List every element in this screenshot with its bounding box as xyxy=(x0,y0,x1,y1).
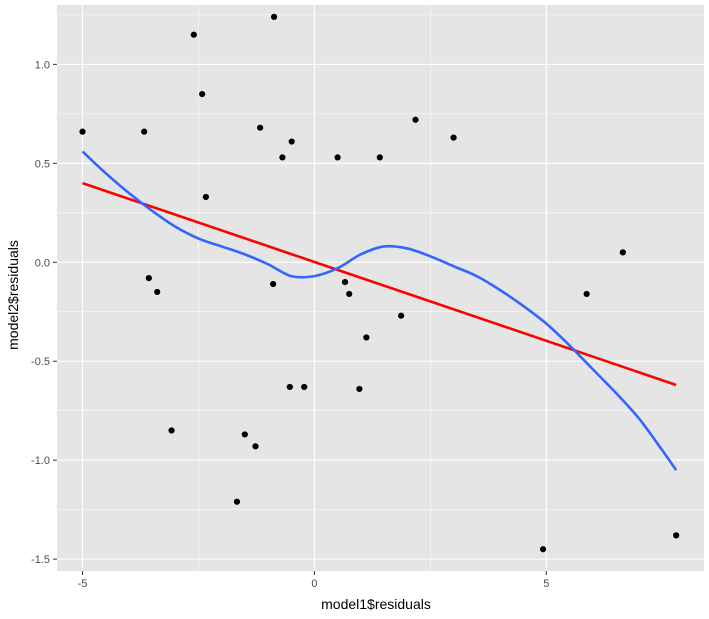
data-point xyxy=(252,443,259,450)
y-tick-label: -0.5 xyxy=(31,356,50,368)
y-tick-label: -1.0 xyxy=(31,455,50,467)
data-point xyxy=(619,249,626,256)
data-point xyxy=(398,312,405,319)
data-point xyxy=(241,431,248,438)
data-point xyxy=(288,138,295,145)
data-point xyxy=(257,124,264,131)
data-point xyxy=(673,532,680,539)
data-point xyxy=(301,383,308,391)
x-tick-label: 0 xyxy=(311,578,317,590)
y-tick-label: 0.0 xyxy=(35,257,50,269)
data-point xyxy=(154,288,161,296)
data-point xyxy=(450,134,457,141)
x-axis-title: model1$residuals xyxy=(321,596,431,612)
data-point xyxy=(583,290,590,298)
data-point xyxy=(233,498,241,505)
data-point xyxy=(270,13,278,20)
minor-gridlines xyxy=(57,5,704,571)
y-tick-label: -1.5 xyxy=(31,554,50,566)
data-points xyxy=(79,13,680,553)
data-point xyxy=(334,154,341,161)
data-point xyxy=(412,116,419,123)
data-point xyxy=(279,154,286,161)
data-point xyxy=(363,334,370,341)
data-point xyxy=(168,427,175,434)
data-point xyxy=(199,90,206,98)
x-tick-label: -5 xyxy=(78,578,88,590)
data-point xyxy=(356,385,363,393)
data-point xyxy=(346,290,353,298)
y-tick-label: 1.0 xyxy=(35,59,50,71)
axes: -5 0 5 -1.5 -1.0 -0.5 0.0 0.5 1.0 xyxy=(31,59,549,590)
data-point xyxy=(286,383,293,391)
data-point xyxy=(341,278,349,286)
data-point xyxy=(539,546,547,553)
data-point xyxy=(145,275,152,282)
data-point xyxy=(202,193,209,201)
panel-background xyxy=(57,5,704,571)
data-point xyxy=(190,31,197,38)
fit-lines xyxy=(81,150,678,471)
major-gridlines xyxy=(57,5,704,571)
data-point xyxy=(79,128,86,135)
y-axis-title: model2$residuals xyxy=(5,240,21,350)
x-tick-label: 5 xyxy=(543,578,549,590)
data-point xyxy=(270,280,277,288)
data-point xyxy=(376,154,383,161)
data-point xyxy=(141,128,148,135)
smooth-fit-line xyxy=(81,150,678,471)
y-tick-label: 0.5 xyxy=(35,158,50,170)
